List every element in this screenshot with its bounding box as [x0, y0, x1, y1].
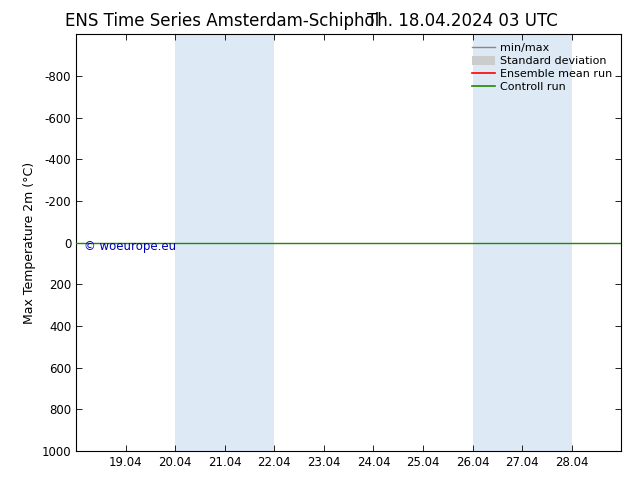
Text: © woeurope.eu: © woeurope.eu — [84, 241, 176, 253]
Y-axis label: Max Temperature 2m (°C): Max Temperature 2m (°C) — [23, 162, 36, 323]
Text: Th. 18.04.2024 03 UTC: Th. 18.04.2024 03 UTC — [368, 12, 558, 30]
Text: ENS Time Series Amsterdam-Schiphol: ENS Time Series Amsterdam-Schiphol — [65, 12, 379, 30]
Bar — [175, 34, 275, 451]
Bar — [472, 34, 572, 451]
Legend: min/max, Standard deviation, Ensemble mean run, Controll run: min/max, Standard deviation, Ensemble me… — [469, 40, 616, 95]
